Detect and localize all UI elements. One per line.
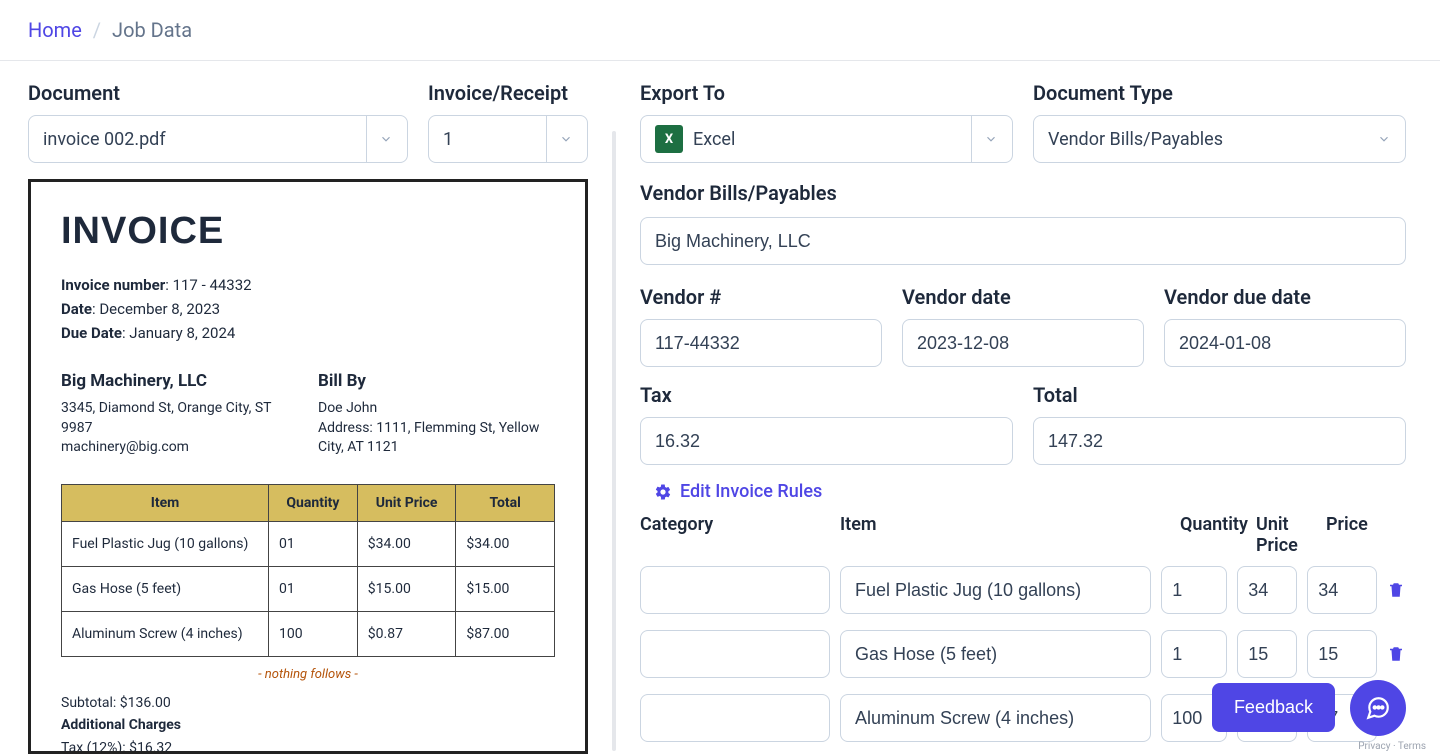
table-row: Fuel Plastic Jug (10 gallons)01$34.00$34… bbox=[62, 521, 555, 566]
line-item-row bbox=[640, 630, 1406, 678]
item-input[interactable] bbox=[840, 566, 1151, 614]
recaptcha-badge: Privacy · Terms bbox=[1358, 741, 1426, 752]
table-row: Gas Hose (5 feet)01$15.00$15.00 bbox=[62, 566, 555, 611]
unit-price-input[interactable] bbox=[1237, 630, 1297, 678]
export-to-value: Excel bbox=[693, 129, 735, 150]
invoice-additional-charges: Additional Charges bbox=[61, 714, 555, 736]
category-input[interactable] bbox=[640, 694, 830, 742]
invoice-subtotal: Subtotal: $136.00 bbox=[61, 692, 555, 714]
breadcrumb-current: Job Data bbox=[112, 18, 192, 42]
price-input[interactable] bbox=[1307, 566, 1377, 614]
feedback-button[interactable]: Feedback bbox=[1212, 683, 1335, 732]
table-row: Aluminum Screw (4 inches)100$0.87$87.00 bbox=[62, 611, 555, 656]
invoice-receipt-label: Invoice/Receipt bbox=[428, 81, 588, 105]
excel-icon: X bbox=[655, 125, 683, 153]
invoice-receipt-value: 1 bbox=[443, 129, 453, 150]
line-items-header: Category Item Quantity Unit Price Price bbox=[640, 514, 1406, 556]
document-select[interactable]: invoice 002.pdf bbox=[28, 115, 408, 163]
chevron-down-icon bbox=[971, 116, 998, 162]
invoice-line-items-table: Item Quantity Unit Price Total Fuel Plas… bbox=[61, 484, 555, 657]
invoice-vendor-block: Big Machinery, LLC 3345, Diamond St, Ora… bbox=[61, 371, 298, 458]
breadcrumb: Home / Job Data bbox=[0, 0, 1440, 61]
category-input[interactable] bbox=[640, 566, 830, 614]
total-label: Total bbox=[1033, 383, 1406, 407]
tax-input[interactable] bbox=[640, 417, 1013, 465]
vendor-due-date-label: Vendor due date bbox=[1164, 285, 1406, 309]
invoice-billby-block: Bill By Doe John Address: 1111, Flemming… bbox=[318, 371, 555, 458]
nothing-follows: - nothing follows - bbox=[61, 667, 555, 682]
vendor-date-label: Vendor date bbox=[902, 285, 1144, 309]
edit-invoice-rules-link[interactable]: Edit Invoice Rules bbox=[654, 481, 1406, 502]
unit-price-input[interactable] bbox=[1237, 566, 1297, 614]
vendor-due-date-input[interactable] bbox=[1164, 319, 1406, 367]
invoice-title: INVOICE bbox=[61, 210, 555, 253]
gear-icon bbox=[654, 483, 672, 501]
quantity-input[interactable] bbox=[1161, 630, 1227, 678]
invoice-preview: INVOICE Invoice number: 117 - 44332 Date… bbox=[28, 179, 588, 754]
item-input[interactable] bbox=[840, 630, 1151, 678]
vendor-number-label: Vendor # bbox=[640, 285, 882, 309]
breadcrumb-separator: / bbox=[93, 18, 101, 42]
pane-divider[interactable] bbox=[612, 131, 616, 751]
invoice-receipt-select[interactable]: 1 bbox=[428, 115, 588, 163]
document-type-select[interactable]: Vendor Bills/Payables bbox=[1033, 115, 1406, 163]
privacy-link[interactable]: Privacy bbox=[1358, 741, 1390, 752]
vendor-bills-label: Vendor Bills/Payables bbox=[640, 181, 1406, 205]
quantity-input[interactable] bbox=[1161, 566, 1227, 614]
item-input[interactable] bbox=[840, 694, 1151, 742]
vendor-date-input[interactable] bbox=[902, 319, 1144, 367]
vendor-number-input[interactable] bbox=[640, 319, 882, 367]
invoice-tax-line: Tax (12%): $16.32 bbox=[61, 737, 555, 754]
export-to-select[interactable]: X Excel bbox=[640, 115, 1013, 163]
chevron-down-icon bbox=[366, 116, 393, 162]
breadcrumb-home[interactable]: Home bbox=[28, 18, 82, 42]
trash-icon[interactable] bbox=[1387, 645, 1406, 663]
chevron-down-icon bbox=[546, 116, 573, 162]
export-to-label: Export To bbox=[640, 81, 1013, 105]
document-label: Document bbox=[28, 81, 408, 105]
trash-icon[interactable] bbox=[1387, 581, 1406, 599]
total-input[interactable] bbox=[1033, 417, 1406, 465]
price-input[interactable] bbox=[1307, 630, 1377, 678]
line-item-row bbox=[640, 566, 1406, 614]
chevron-down-icon bbox=[1365, 116, 1391, 162]
document-type-label: Document Type bbox=[1033, 81, 1406, 105]
document-value: invoice 002.pdf bbox=[43, 129, 166, 150]
chat-fab[interactable] bbox=[1350, 680, 1406, 736]
terms-link[interactable]: Terms bbox=[1398, 741, 1426, 752]
vendor-bills-input[interactable] bbox=[640, 217, 1406, 265]
invoice-meta: Invoice number: 117 - 44332 Date: Decemb… bbox=[61, 273, 555, 345]
category-input[interactable] bbox=[640, 630, 830, 678]
tax-label: Tax bbox=[640, 383, 1013, 407]
document-type-value: Vendor Bills/Payables bbox=[1048, 129, 1223, 150]
